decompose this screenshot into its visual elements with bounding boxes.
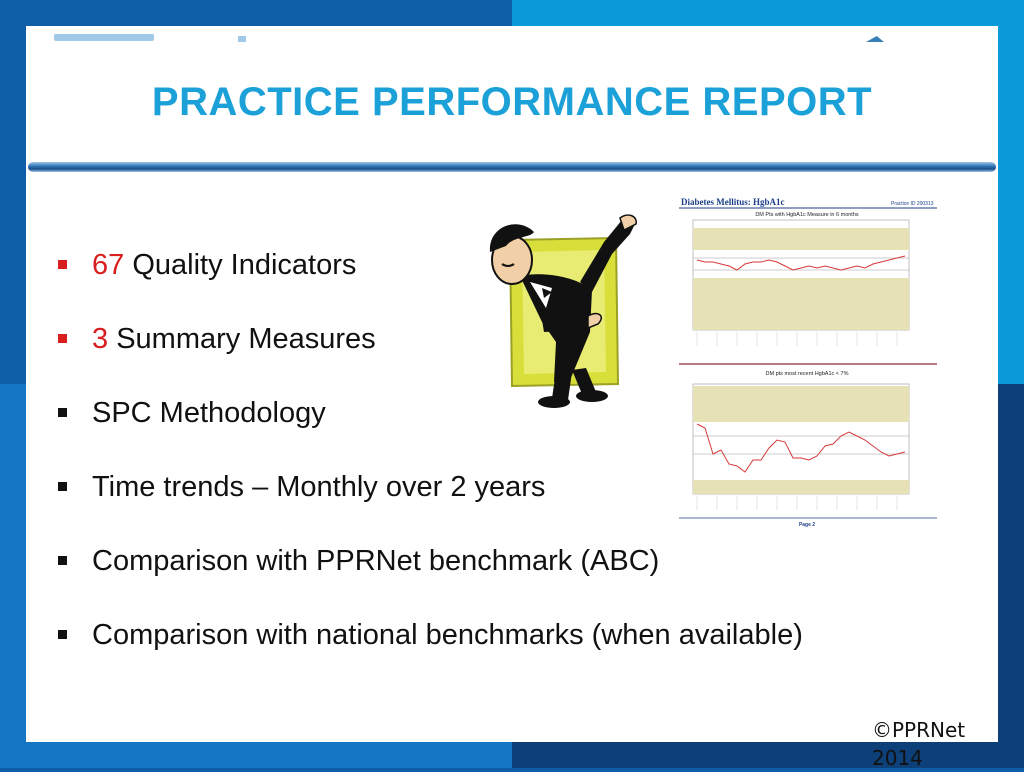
report-heading: Diabetes Mellitus: HgbA1c — [681, 197, 785, 207]
copyright-footer: ©PPRNet 2014 — [872, 716, 982, 772]
slide-title: PRACTICE PERFORMANCE REPORT — [151, 80, 873, 124]
bowing-man-illustration — [489, 214, 637, 408]
bullet-text: Summary Measures — [108, 323, 376, 355]
bullet-list: 67 Quality Indicators 3 Summary Measures… — [56, 250, 816, 650]
title-divider — [28, 162, 996, 172]
bullet-summary-measures: 3 Summary Measures — [56, 324, 816, 354]
bullet-text: Quality Indicators — [124, 249, 357, 281]
bullet-square-icon — [58, 482, 67, 491]
logo-fragment-right — [866, 36, 884, 42]
bullet-square-icon — [58, 556, 67, 565]
bullet-pprnet-benchmark: Comparison with PPRNet benchmark (ABC) — [56, 546, 816, 576]
bullet-national-benchmarks: Comparison with national benchmarks (whe… — [56, 620, 816, 650]
bullet-square-icon — [58, 630, 67, 639]
report-practice-id: Practice ID 200313 — [891, 201, 934, 207]
bullet-spc-methodology: SPC Methodology — [56, 398, 816, 428]
logo-fragment-mid — [238, 36, 246, 42]
bullet-number: 3 — [92, 323, 109, 355]
copyright-text: ©PPRNet — [872, 718, 966, 742]
bullet-square-icon — [58, 408, 67, 417]
logo-fragment-left — [54, 34, 154, 41]
report-charts: Diabetes Mellitus: HgbA1c Practice ID 20… — [677, 196, 939, 528]
bullet-quality-indicators: 67 Quality Indicators — [56, 250, 816, 280]
bullet-text: Comparison with PPRNet benchmark (ABC) — [92, 545, 660, 577]
copyright-year: 2014 — [872, 746, 923, 770]
bullet-number: 67 — [92, 249, 125, 281]
chart2-title: DM pts most recent HgbA1c < 7% — [766, 371, 849, 377]
report-page-number: Page 2 — [799, 522, 815, 528]
bullet-text: SPC Methodology — [92, 397, 326, 429]
bullet-text: Comparison with national benchmarks (whe… — [92, 619, 803, 651]
bullet-text: Time trends – Monthly over 2 years — [92, 471, 546, 503]
chart1-title: DM Pts with HgbA1c Measure in 6 months — [755, 212, 859, 218]
bullet-square-icon — [58, 334, 67, 343]
bullet-time-trends: Time trends – Monthly over 2 years — [56, 472, 816, 502]
report-thumbnail: Diabetes Mellitus: HgbA1c Practice ID 20… — [677, 196, 939, 528]
bullet-square-icon — [58, 260, 67, 269]
